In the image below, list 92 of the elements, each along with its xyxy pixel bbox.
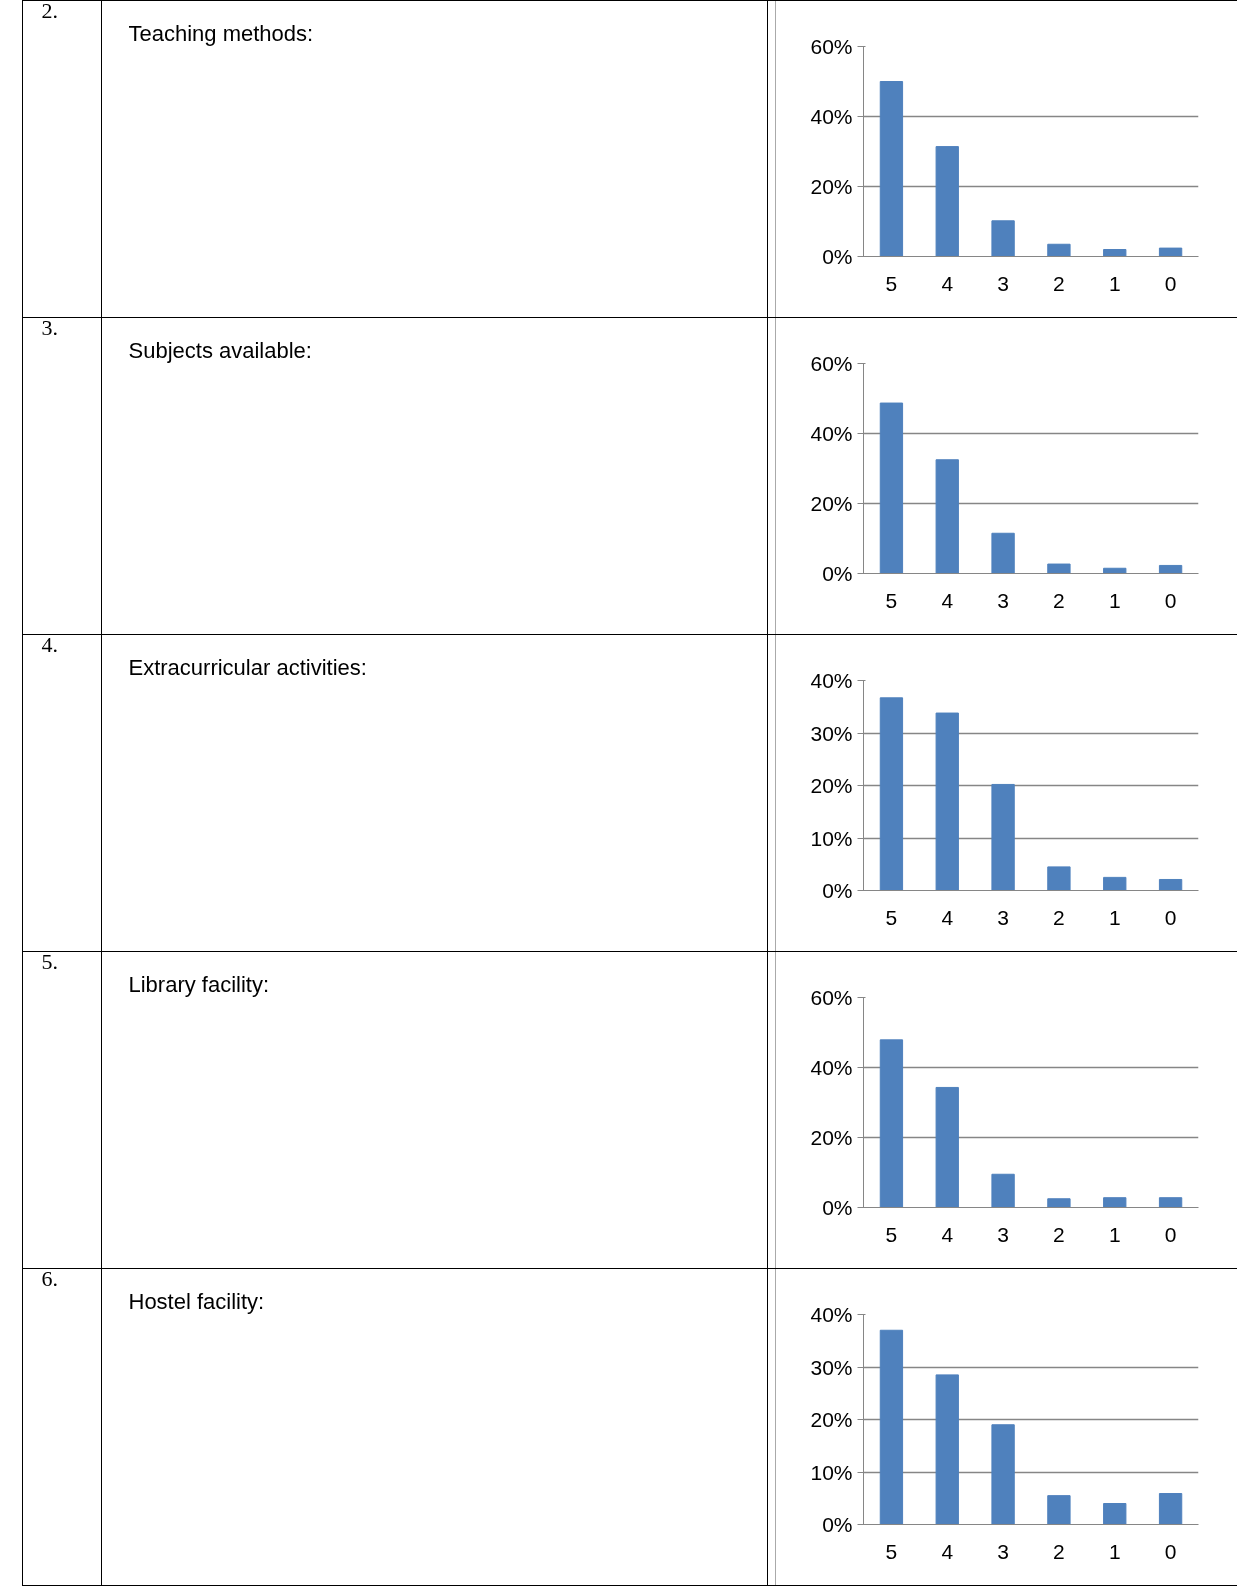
y-tick-label: 10%: [810, 826, 853, 850]
text: Subjects available:: [128, 337, 312, 363]
text: 4.: [41, 631, 58, 657]
x-tick-label: 5: [885, 588, 898, 612]
x-tick-label: 3: [997, 905, 1009, 929]
x-tick-label: 5: [885, 271, 898, 295]
x-tick-label: 4: [941, 588, 954, 612]
y-tick-label: 40%: [810, 1056, 853, 1079]
x-tick-label: 0: [1164, 1222, 1177, 1246]
x-tick-label: 0: [1164, 1539, 1177, 1563]
bar: [935, 459, 959, 574]
bar: [1103, 1197, 1127, 1208]
bar: [1047, 243, 1071, 257]
x-tick-label: 3: [997, 1222, 1009, 1246]
bar: [1158, 1493, 1183, 1525]
x-tick-label: 2: [1053, 1539, 1065, 1563]
bar: [991, 532, 1015, 574]
y-tick-label: 0%: [822, 1196, 853, 1219]
x-tick-label: 5: [885, 905, 898, 929]
x-tick-label: 3: [997, 588, 1009, 612]
y-tick-label: 40%: [810, 1303, 853, 1326]
x-tick-label: 2: [1053, 905, 1065, 929]
y-tick-label: 0%: [822, 562, 853, 585]
y-tick-label: 60%: [810, 35, 853, 58]
y-tick-label: 20%: [810, 175, 853, 198]
y-tick-label: 40%: [810, 105, 853, 128]
x-tick-label: 1: [1108, 1539, 1121, 1563]
x-tick-label: 2: [1053, 588, 1065, 612]
bar: [1047, 1198, 1071, 1208]
y-tick-label: 20%: [810, 774, 853, 797]
bar: [991, 1424, 1015, 1525]
text: Hostel facility:: [128, 1288, 265, 1314]
bar: [1158, 878, 1183, 891]
bar: [991, 1173, 1015, 1208]
text: Library facility:: [128, 971, 270, 997]
y-tick-label: 20%: [810, 1126, 853, 1149]
y-tick-label: 10%: [810, 1460, 853, 1484]
text: 3.: [41, 314, 58, 340]
y-tick-label: 60%: [810, 352, 853, 375]
bar: [1103, 249, 1127, 257]
x-tick-label: 1: [1108, 905, 1121, 929]
bar: [1103, 876, 1127, 891]
x-tick-label: 5: [885, 1222, 898, 1246]
bar: [1158, 1197, 1183, 1208]
bar: [1158, 247, 1183, 257]
x-tick-label: 1: [1108, 588, 1121, 612]
x-tick-label: 2: [1053, 271, 1065, 295]
text: Extracurricular activities:: [128, 654, 367, 680]
y-tick-label: 30%: [810, 1355, 853, 1379]
text: 6.: [41, 1265, 58, 1291]
x-tick-label: 4: [941, 1222, 954, 1246]
text: 5.: [41, 948, 58, 974]
text: 2.: [41, 0, 58, 23]
x-tick-label: 0: [1164, 905, 1177, 929]
x-tick-label: 1: [1108, 271, 1121, 295]
bar: [935, 1086, 959, 1208]
x-tick-label: 4: [941, 1539, 954, 1563]
x-tick-label: 4: [941, 905, 954, 929]
y-tick-label: 20%: [810, 1408, 853, 1431]
bar: [935, 1374, 959, 1525]
bar: [935, 712, 959, 891]
y-tick-label: 40%: [810, 422, 853, 445]
bar: [879, 1329, 904, 1525]
x-tick-label: 1: [1108, 1222, 1121, 1246]
x-tick-label: 0: [1164, 588, 1177, 612]
text: Teaching methods:: [128, 20, 314, 46]
bar: [879, 697, 904, 891]
y-tick-label: 0%: [822, 1513, 853, 1536]
bar: [935, 146, 959, 257]
x-tick-label: 3: [997, 1539, 1009, 1563]
bar: [879, 402, 904, 574]
bar: [991, 783, 1015, 891]
bar: [1047, 866, 1071, 891]
y-tick-label: 60%: [810, 986, 853, 1009]
y-tick-label: 30%: [810, 721, 853, 745]
y-tick-label: 0%: [822, 879, 853, 902]
x-tick-label: 3: [997, 271, 1009, 295]
bar: [1047, 563, 1071, 574]
y-tick-label: 40%: [810, 669, 853, 692]
x-tick-label: 4: [941, 271, 954, 295]
y-tick-label: 0%: [822, 245, 853, 268]
x-tick-label: 0: [1164, 271, 1177, 295]
bar: [991, 220, 1015, 257]
bar: [1103, 567, 1127, 574]
bar: [879, 81, 904, 257]
bar: [1047, 1495, 1071, 1525]
bar: [1103, 1503, 1127, 1525]
bar: [1158, 564, 1183, 574]
x-tick-label: 5: [885, 1539, 898, 1563]
x-tick-label: 2: [1053, 1222, 1065, 1246]
bar: [879, 1039, 904, 1208]
y-tick-label: 20%: [810, 492, 853, 515]
